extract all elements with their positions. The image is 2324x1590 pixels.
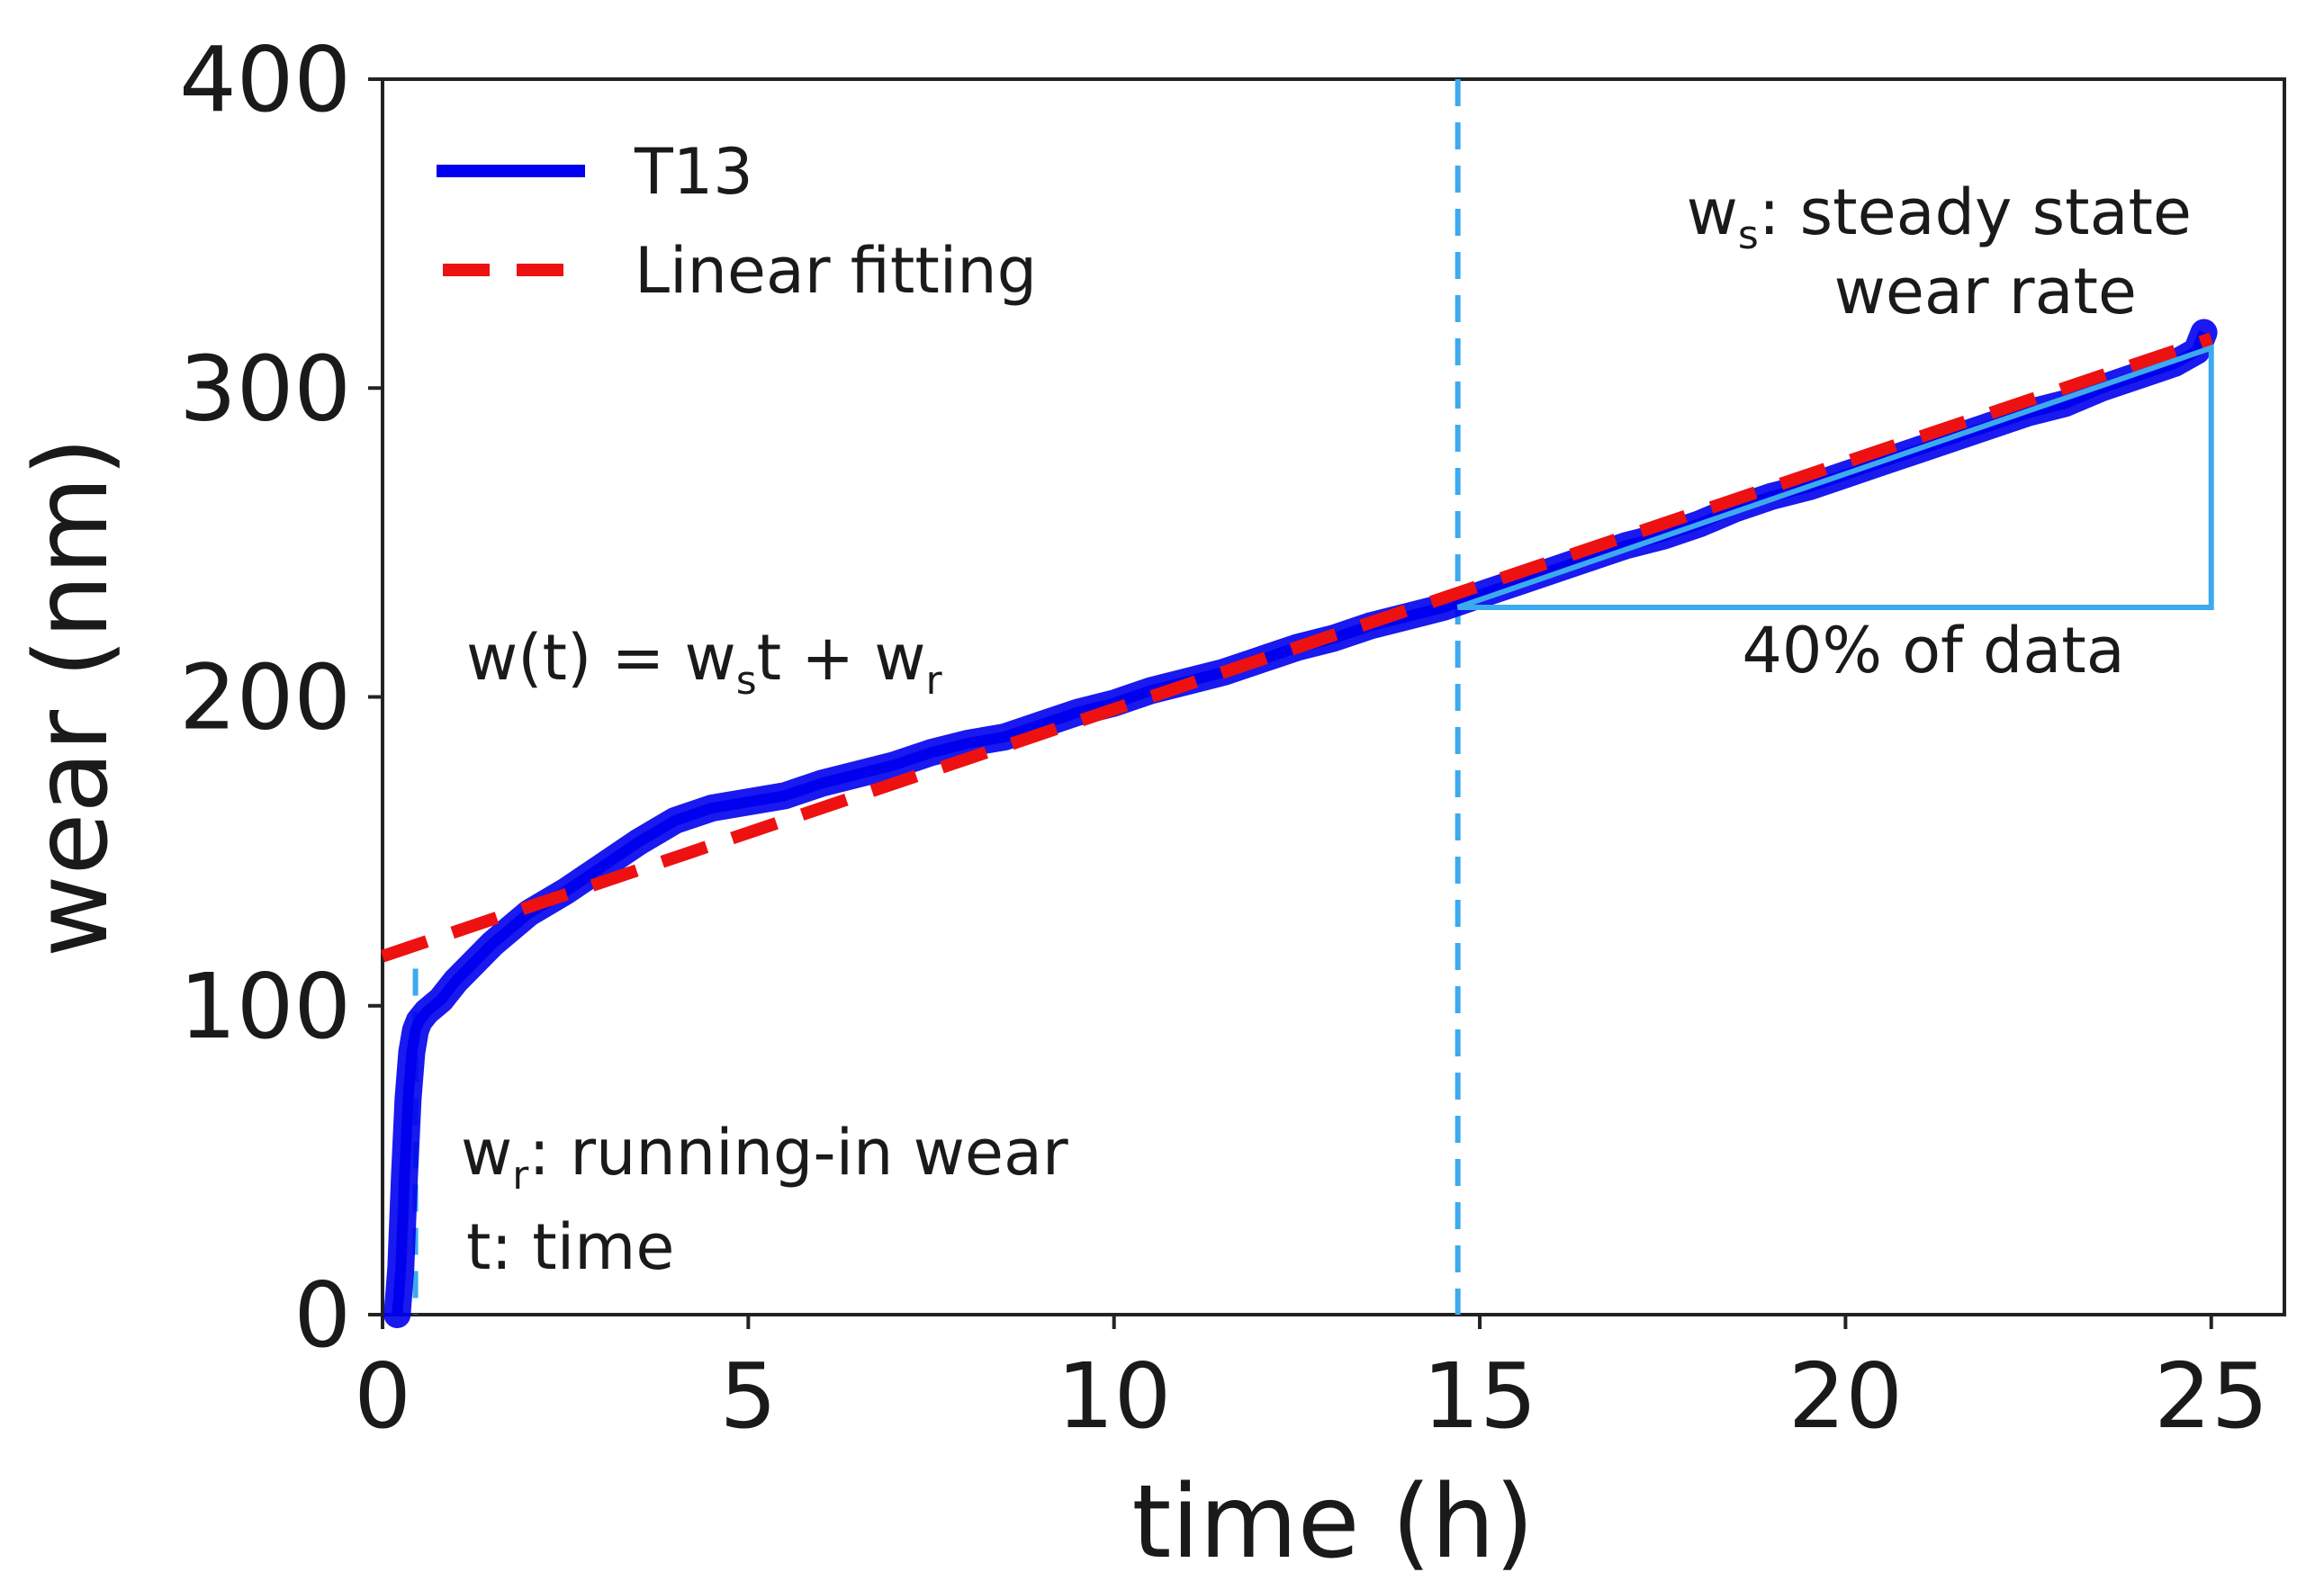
slope-triangle [1456,344,2214,610]
x-axis-ticks: 0 5 10 15 20 25 [354,1315,2268,1449]
x-tick-label: 20 [1788,1343,1903,1449]
series-1-line [380,332,2213,963]
annotation-equation: w(t) = wst + wr [466,621,943,704]
y-tick-label: 0 [293,1262,351,1368]
y-axis-ticks: 0 100 200 300 400 [179,27,383,1368]
annotation-steady-state: ws: steady state [1687,175,2192,258]
x-axis-title: time (h) [1131,1464,1534,1581]
x-tick-label: 0 [354,1343,411,1449]
annotation-steady-state-text: : steady state [1759,175,2192,249]
x-tick-label: 15 [1422,1343,1536,1449]
y-tick-label: 300 [179,336,351,441]
equation-middle: t + w [757,621,926,695]
annotation-time-definition: t: time [466,1210,674,1284]
equation-sub-r: r [926,658,943,704]
legend-label-t13: T13 [634,135,753,209]
annotation-running-in: wr: running-in wear [461,1116,1068,1199]
x-tick-label: 25 [2154,1343,2268,1449]
legend: T13 Linear fitting [437,135,1037,308]
x-tick-label: 5 [720,1343,778,1449]
annotation-running-in-subscript: r [512,1153,529,1199]
annotation-steady-state-subscript: s [1738,212,1759,258]
slope-triangle-label: 40% of data [1742,614,2124,687]
slope-triangle-shape [1456,344,2214,610]
y-axis-title: wear (nm) [14,437,131,957]
annotation-steady-state-line2: wear rate [1834,255,2137,328]
y-tick-label: 100 [179,954,351,1059]
x-tick-label: 10 [1057,1343,1171,1449]
equation-sub-s: s [736,658,757,704]
annotation-running-in-symbol: w [461,1116,512,1190]
y-tick-label: 400 [179,27,351,132]
equation-prefix: w(t) = w [466,621,736,695]
annotation-steady-state-symbol: w [1687,175,1738,249]
y-tick-label: 200 [179,645,351,750]
legend-label-linear-fitting: Linear fitting [635,234,1037,308]
annotation-running-in-text: : running-in wear [528,1116,1067,1190]
